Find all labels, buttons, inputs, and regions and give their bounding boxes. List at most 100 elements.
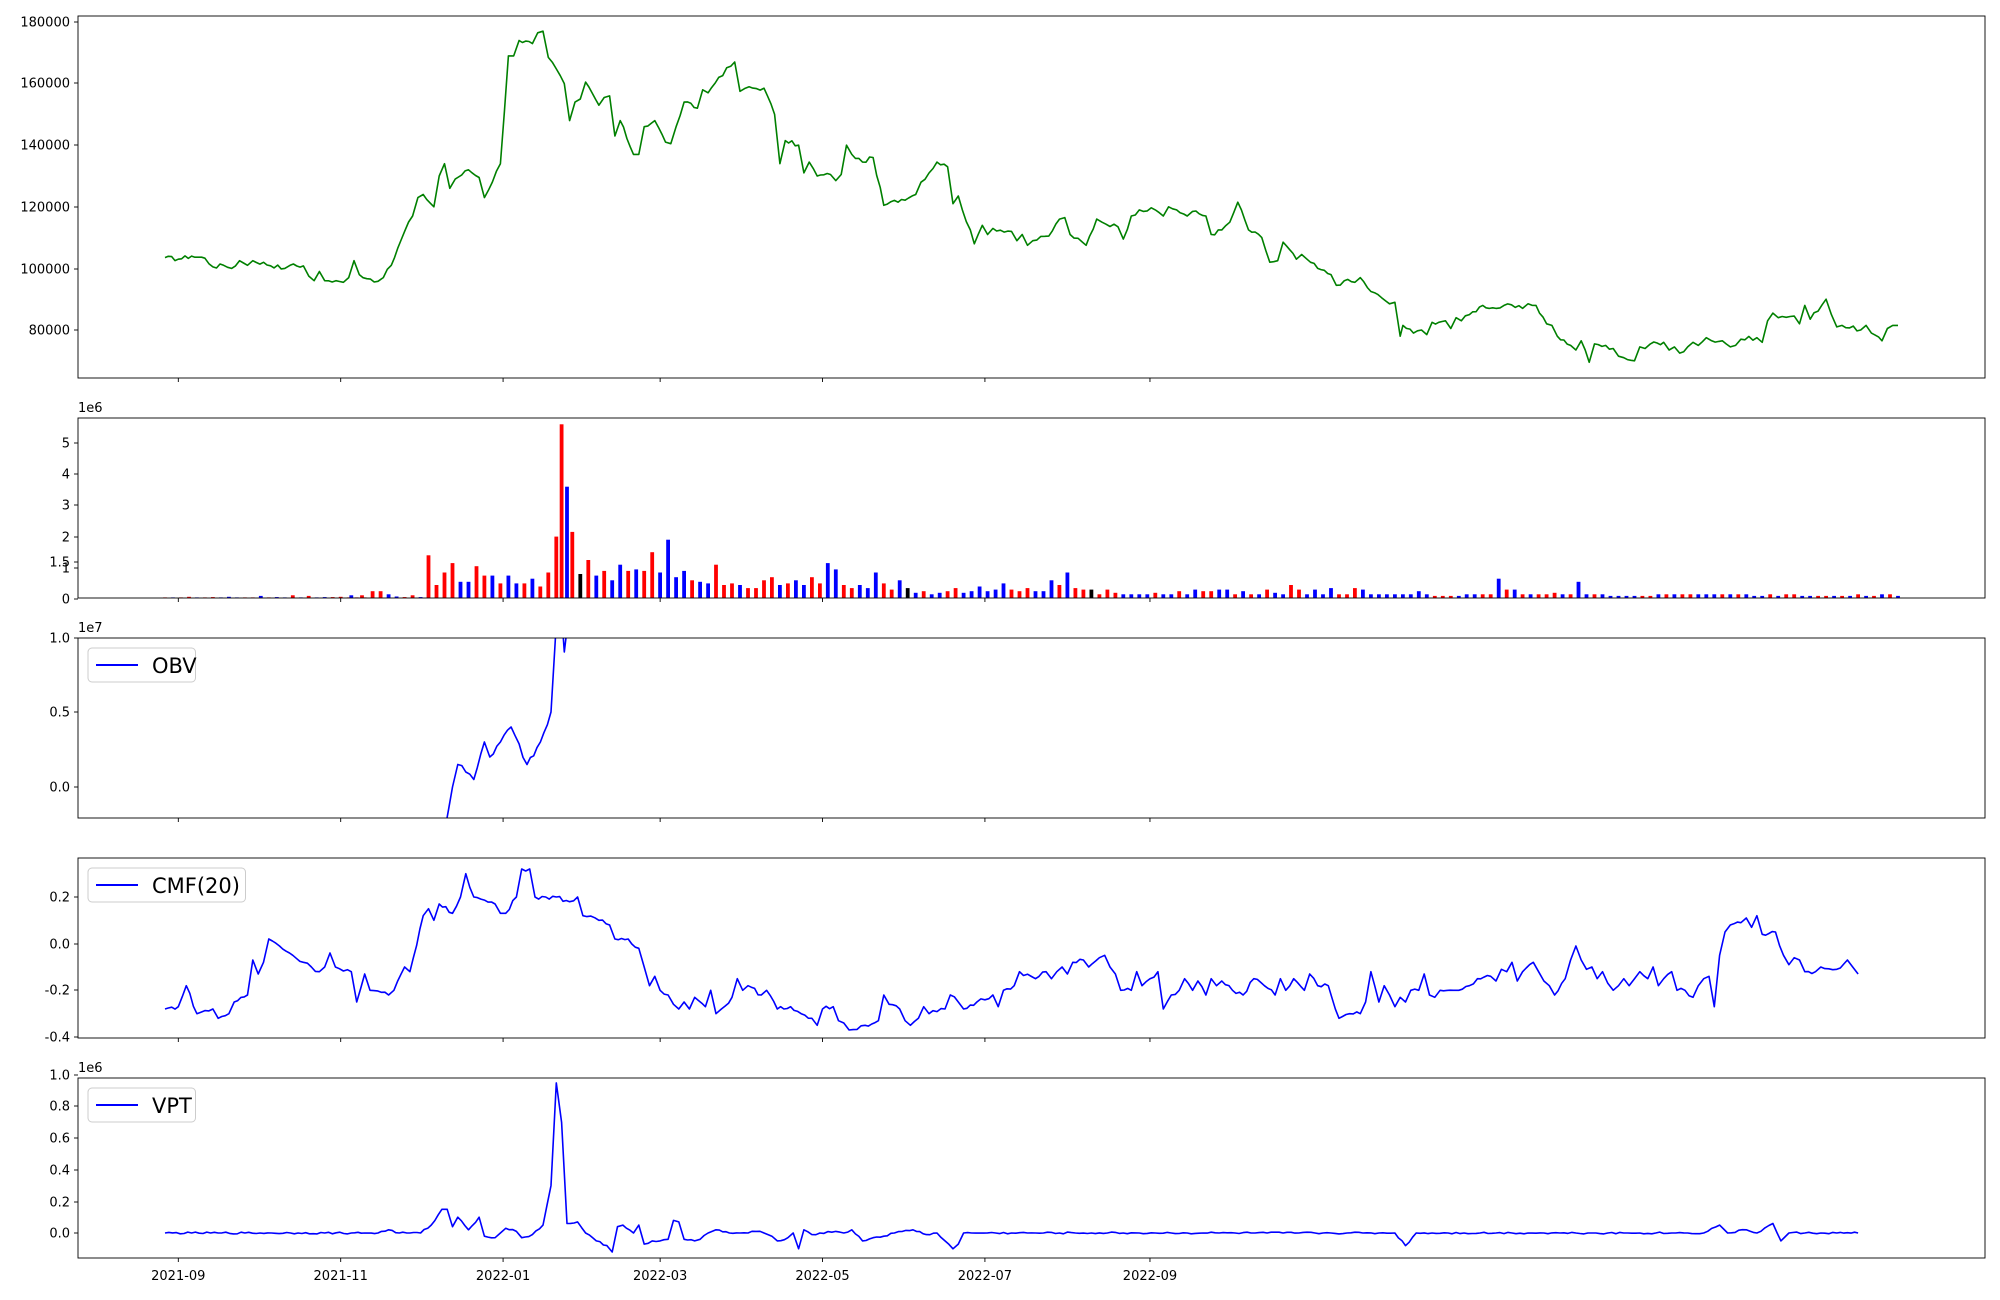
volume-bar xyxy=(1057,585,1062,598)
volume-bar xyxy=(1776,595,1781,598)
volume-bar xyxy=(794,580,798,598)
volume-bar xyxy=(578,574,583,598)
volume-bar xyxy=(1880,594,1884,598)
volume-bar xyxy=(1576,581,1581,598)
volume-ytick-label: 3 xyxy=(62,499,70,514)
vpt-axes-frame xyxy=(77,1077,1986,1259)
volume-ytick-label: 5 xyxy=(62,437,70,452)
volume-bar xyxy=(1073,588,1078,598)
shared-x-axis: 2021-09 2021-11 2022-01 2022-03 2022-05 2022-… xyxy=(151,1269,1177,1284)
volume-bar xyxy=(274,597,279,598)
volume-bar xyxy=(1640,595,1645,598)
volume-bar xyxy=(1385,594,1389,598)
volume-bar xyxy=(1345,594,1349,598)
volume-bar xyxy=(1728,594,1733,598)
volume-bar xyxy=(322,597,327,598)
volume-bar xyxy=(1664,594,1669,598)
volume-bar xyxy=(1257,594,1261,598)
volume-bar xyxy=(1025,588,1030,598)
volume-bar xyxy=(506,575,511,598)
volume-bar xyxy=(426,555,431,598)
volume-bar xyxy=(1784,594,1789,598)
volume-bar xyxy=(1424,594,1429,598)
volume-bar xyxy=(762,580,766,598)
volume-bar xyxy=(559,424,564,598)
volume-bar xyxy=(1456,595,1461,598)
volume-panel: 0 1 2 3 4 5 1e6 xyxy=(62,401,1986,608)
volume-bar xyxy=(1792,594,1797,598)
cmf-ytick-label: 0.0 xyxy=(49,938,70,953)
volume-bar xyxy=(1329,588,1333,598)
volume-bar xyxy=(1361,589,1365,598)
obv-legend-box xyxy=(87,647,196,683)
volume-bar xyxy=(1401,594,1405,598)
volume-bar xyxy=(1464,594,1469,598)
obv-plot-area xyxy=(446,638,567,818)
volume-bar xyxy=(993,589,998,598)
volume-bar xyxy=(618,564,623,598)
volume-bar xyxy=(570,531,575,598)
volume-bar xyxy=(1393,594,1397,598)
volume-bar xyxy=(211,597,215,598)
vpt-ytick-label: 1.0 xyxy=(49,1069,70,1084)
volume-bar xyxy=(1872,595,1876,598)
volume-bar xyxy=(1448,595,1453,598)
volume-bar xyxy=(1097,594,1102,598)
volume-bar xyxy=(746,588,750,598)
volume-bar xyxy=(865,588,870,598)
volume-bar xyxy=(1552,592,1557,598)
volume-bar xyxy=(1105,589,1110,598)
volume-bar xyxy=(1536,594,1541,598)
volume-bar xyxy=(1225,589,1230,598)
x-tick-label: 2022-01 xyxy=(476,1269,530,1284)
volume-bar xyxy=(349,595,354,598)
x-tick-label: 2022-05 xyxy=(795,1269,849,1284)
volume-bar xyxy=(754,588,758,598)
volume-bar xyxy=(1832,595,1836,598)
price-axes-frame xyxy=(77,15,1986,379)
volume-bar xyxy=(650,552,655,598)
volume-bar xyxy=(1512,589,1517,598)
price-ytick-label: 160000 xyxy=(20,77,70,92)
volume-bar xyxy=(442,572,447,598)
volume-bar xyxy=(290,595,295,598)
vpt-ytick-label: 0.6 xyxy=(49,1132,70,1147)
volume-bar xyxy=(522,583,527,598)
volume-bar xyxy=(546,572,551,598)
volume-bar xyxy=(1033,591,1038,598)
vpt-ytick-label: 0.2 xyxy=(49,1196,70,1211)
volume-bar xyxy=(810,577,814,598)
volume-bar xyxy=(1273,592,1277,598)
volume-bar xyxy=(482,575,487,598)
volume-bar xyxy=(1201,591,1206,598)
volume-bar xyxy=(953,588,958,598)
volume-bar xyxy=(1608,595,1613,598)
volume-bar xyxy=(1169,594,1174,598)
volume-bar xyxy=(1752,595,1757,598)
volume-bar xyxy=(1688,594,1693,598)
volume-bar xyxy=(1544,594,1549,598)
volume-bar xyxy=(1808,595,1812,598)
volume-bar xyxy=(514,583,519,598)
volume-axes-frame xyxy=(77,417,1986,599)
volume-bar xyxy=(833,569,838,598)
volume-bar xyxy=(1081,589,1086,598)
volume-bar xyxy=(897,580,902,598)
volume-bar xyxy=(474,566,479,598)
volume-bar xyxy=(1161,594,1166,598)
vpt-series-line xyxy=(164,1082,1859,1253)
volume-bar xyxy=(1848,595,1852,598)
volume-bar xyxy=(1712,594,1717,598)
vpt-ytick-label: 0.0 xyxy=(49,1227,70,1242)
cmf-series-line xyxy=(164,868,1859,1031)
obv-ytick-label: 1.5 xyxy=(49,556,70,571)
volume-bar xyxy=(1185,594,1190,598)
volume-bar xyxy=(873,572,878,598)
volume-bar xyxy=(1113,592,1118,598)
volume-bar xyxy=(1504,589,1509,598)
volume-bar xyxy=(1584,594,1589,598)
volume-bar xyxy=(1648,595,1653,598)
obv-series-line xyxy=(446,638,567,818)
volume-bar xyxy=(1744,594,1749,598)
volume-bar xyxy=(1568,594,1573,598)
